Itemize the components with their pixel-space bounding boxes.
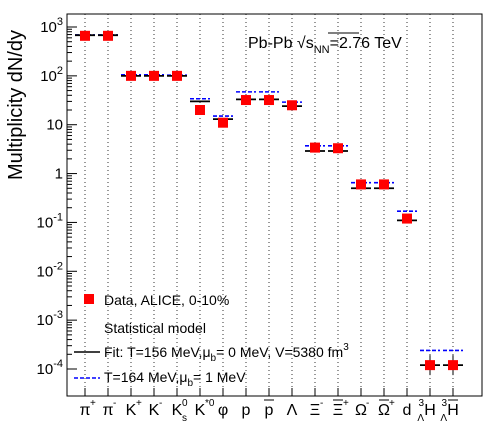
x-tick-label: π + [79, 398, 96, 419]
x-tick-label-main: K [172, 402, 183, 419]
y-tick-label: 10 [46, 117, 63, 134]
data-point [126, 70, 136, 81]
x-tick-label-main: p [265, 402, 274, 419]
x-tick-label-main: K [126, 402, 137, 419]
plot-frame [66, 13, 483, 397]
legend-fit-label: Fit: T=156 MeV,μb= 0 MeV, V=5380 fm3 [104, 342, 349, 364]
data-point [172, 70, 182, 81]
x-tick-label-main: Ξ [310, 402, 320, 419]
x-tick-label-main: d [403, 402, 412, 419]
x-tick-label-sup: - [366, 398, 369, 409]
x-tick-label-main: K [195, 402, 206, 419]
x-tick-label: p [264, 399, 274, 419]
x-tick-label-sup: + [343, 398, 349, 409]
x-tick-label: H3 Λ [440, 398, 458, 424]
grid-lines [84, 14, 454, 396]
x-tick-label-main: φ [218, 402, 228, 419]
x-tick-label-sup: - [159, 398, 162, 409]
x-tick-label-sub: Λ [417, 413, 424, 424]
data-point [103, 30, 113, 41]
x-tick-label-sub: Λ [440, 413, 447, 424]
model-markers [75, 34, 463, 367]
x-tick-label-sup: 0 [182, 398, 188, 409]
y-tick-label: 10-2 [37, 260, 63, 280]
x-tick-label: d [403, 402, 412, 419]
x-tick-label: φ [218, 402, 228, 419]
legend: Data, ALICE, 0-10% Statistical model Fit… [74, 292, 349, 389]
data-point [425, 360, 435, 371]
x-tick-label-sup: + [136, 398, 142, 409]
x-tick-label-main: H [447, 402, 459, 419]
data-point [80, 30, 90, 41]
x-tick-label: Λ [287, 402, 298, 419]
x-tick-label-sub: s [182, 413, 187, 424]
x-tick-label-sup: 3 [418, 398, 424, 409]
x-axis-labels: π + π - K + K - K 0s K *0 φ p p Λ Ξ - Ξ + Ω - Ω + d H3Λ H3Λ [79, 388, 459, 424]
data-point [264, 95, 274, 106]
legend-model-heading: Statistical model [104, 320, 206, 336]
data-point [448, 360, 458, 371]
x-tick-label: p [242, 402, 251, 419]
chart-title: Pb-Pb √sNN=2.76 TeV [248, 35, 402, 56]
data-point [149, 70, 159, 81]
x-tick-label-main: π [102, 402, 113, 419]
y-tick-label: 102 [40, 65, 63, 85]
x-tick-label-sup: - [320, 398, 323, 409]
x-tick-label: Ω- [355, 398, 369, 419]
legend-data-label: Data, ALICE, 0-10% [104, 292, 229, 308]
y-tick-label: 10-3 [37, 309, 63, 329]
x-tick-label: K + [126, 398, 142, 419]
x-tick-label: K 0 s [172, 398, 188, 424]
x-tick-label: Ξ + [333, 398, 349, 419]
x-tick-label-sup: + [90, 398, 96, 409]
x-tick-label: Ξ- [310, 398, 324, 419]
legend-data-marker [84, 294, 94, 304]
data-point [356, 179, 366, 190]
data-point [287, 100, 297, 111]
x-tick-label-main: Ω [355, 402, 367, 419]
x-tick-label-main: H [424, 402, 436, 419]
y-tick-label: 10-1 [37, 211, 63, 231]
x-tick-label: K- [149, 398, 163, 419]
x-tick-label-main: p [242, 402, 251, 419]
legend-alt-label: T=164 MeV,μb= 1 MeV [104, 369, 246, 389]
x-tick-label-sup: 3 [441, 398, 447, 409]
data-point [241, 95, 251, 106]
data-points [80, 30, 462, 376]
x-tick-label: Ω + [378, 398, 395, 419]
x-tick-label-sup: - [113, 398, 116, 409]
data-point [402, 213, 412, 224]
y-tick-label: 10-4 [37, 358, 63, 378]
x-tick-label: H3 Λ [417, 398, 435, 424]
data-point [333, 143, 343, 154]
x-tick-label-main: Ξ [333, 402, 343, 419]
x-tick-label-sup: + [389, 398, 395, 409]
chart-title-sub: NN [314, 44, 330, 56]
y-axis-label: Multiplicity dN/dy [5, 30, 27, 180]
x-tick-label-main: Ω [378, 402, 390, 419]
x-tick-label-main: Λ [287, 402, 298, 419]
data-point [218, 117, 228, 128]
data-point [379, 179, 389, 190]
y-tick-label: 103 [40, 16, 63, 36]
y-tick-label: 1 [55, 166, 63, 183]
x-tick-label-main: K [149, 402, 160, 419]
x-tick-label: π- [102, 398, 116, 419]
x-tick-label-main: π [79, 402, 90, 419]
data-point [195, 105, 205, 116]
x-tick-label: K *0 [195, 398, 215, 419]
data-point [310, 142, 320, 153]
x-tick-label-sup: *0 [205, 398, 215, 409]
